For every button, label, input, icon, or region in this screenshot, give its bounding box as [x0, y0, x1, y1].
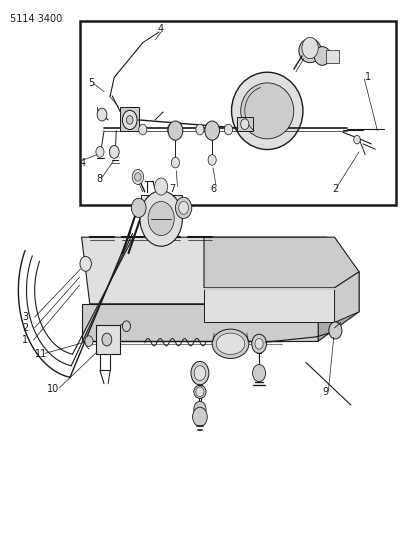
- Text: 10: 10: [47, 384, 59, 394]
- Circle shape: [205, 121, 220, 140]
- Ellipse shape: [194, 385, 206, 399]
- Text: 8: 8: [96, 174, 102, 183]
- Circle shape: [140, 191, 182, 246]
- Circle shape: [102, 333, 112, 346]
- Circle shape: [241, 119, 249, 130]
- Circle shape: [135, 173, 141, 181]
- Bar: [326, 50, 339, 63]
- Polygon shape: [318, 272, 359, 341]
- Bar: [204, 288, 335, 290]
- Ellipse shape: [212, 329, 249, 358]
- Text: 2: 2: [22, 323, 29, 333]
- Circle shape: [196, 124, 204, 135]
- Text: 7: 7: [169, 184, 175, 194]
- Circle shape: [96, 147, 104, 157]
- Circle shape: [109, 146, 119, 158]
- Circle shape: [179, 201, 188, 214]
- Circle shape: [194, 366, 206, 381]
- Circle shape: [80, 256, 91, 271]
- Circle shape: [168, 121, 183, 140]
- Polygon shape: [82, 304, 318, 341]
- Circle shape: [193, 407, 207, 426]
- Text: 5: 5: [88, 78, 94, 87]
- Ellipse shape: [196, 387, 204, 397]
- Circle shape: [253, 365, 266, 382]
- Polygon shape: [120, 107, 139, 131]
- Polygon shape: [204, 237, 359, 288]
- Polygon shape: [237, 117, 253, 131]
- Text: 2: 2: [333, 184, 339, 194]
- Circle shape: [191, 361, 209, 385]
- Circle shape: [208, 155, 216, 165]
- Circle shape: [139, 124, 147, 135]
- Circle shape: [126, 116, 133, 124]
- Circle shape: [354, 135, 360, 144]
- Ellipse shape: [299, 39, 322, 63]
- Text: 6: 6: [210, 184, 216, 194]
- Polygon shape: [204, 288, 335, 322]
- Ellipse shape: [314, 47, 330, 65]
- Circle shape: [97, 108, 107, 121]
- Circle shape: [252, 334, 266, 353]
- Circle shape: [329, 322, 342, 339]
- Circle shape: [302, 37, 318, 59]
- Text: 4: 4: [157, 25, 163, 34]
- Text: 9: 9: [322, 387, 328, 397]
- Text: 4: 4: [80, 158, 86, 167]
- Text: 1: 1: [22, 335, 29, 345]
- Circle shape: [132, 169, 144, 184]
- Polygon shape: [335, 272, 359, 322]
- Circle shape: [85, 336, 93, 346]
- Ellipse shape: [216, 333, 245, 354]
- Circle shape: [122, 110, 137, 130]
- Circle shape: [255, 338, 263, 349]
- Circle shape: [175, 197, 192, 219]
- Ellipse shape: [241, 83, 294, 139]
- Circle shape: [131, 198, 146, 217]
- Ellipse shape: [232, 72, 303, 149]
- Circle shape: [194, 401, 206, 417]
- Polygon shape: [141, 195, 182, 219]
- Text: 5114 3400: 5114 3400: [10, 14, 62, 23]
- Circle shape: [167, 124, 175, 135]
- Circle shape: [155, 178, 168, 195]
- Bar: [96, 325, 120, 354]
- Circle shape: [171, 157, 180, 168]
- Text: 3: 3: [22, 312, 29, 322]
- Circle shape: [148, 201, 174, 236]
- Circle shape: [224, 124, 233, 135]
- Bar: [80, 21, 396, 205]
- Text: 1: 1: [365, 72, 371, 82]
- Polygon shape: [82, 237, 359, 304]
- Circle shape: [122, 321, 131, 332]
- Text: 11: 11: [35, 350, 47, 359]
